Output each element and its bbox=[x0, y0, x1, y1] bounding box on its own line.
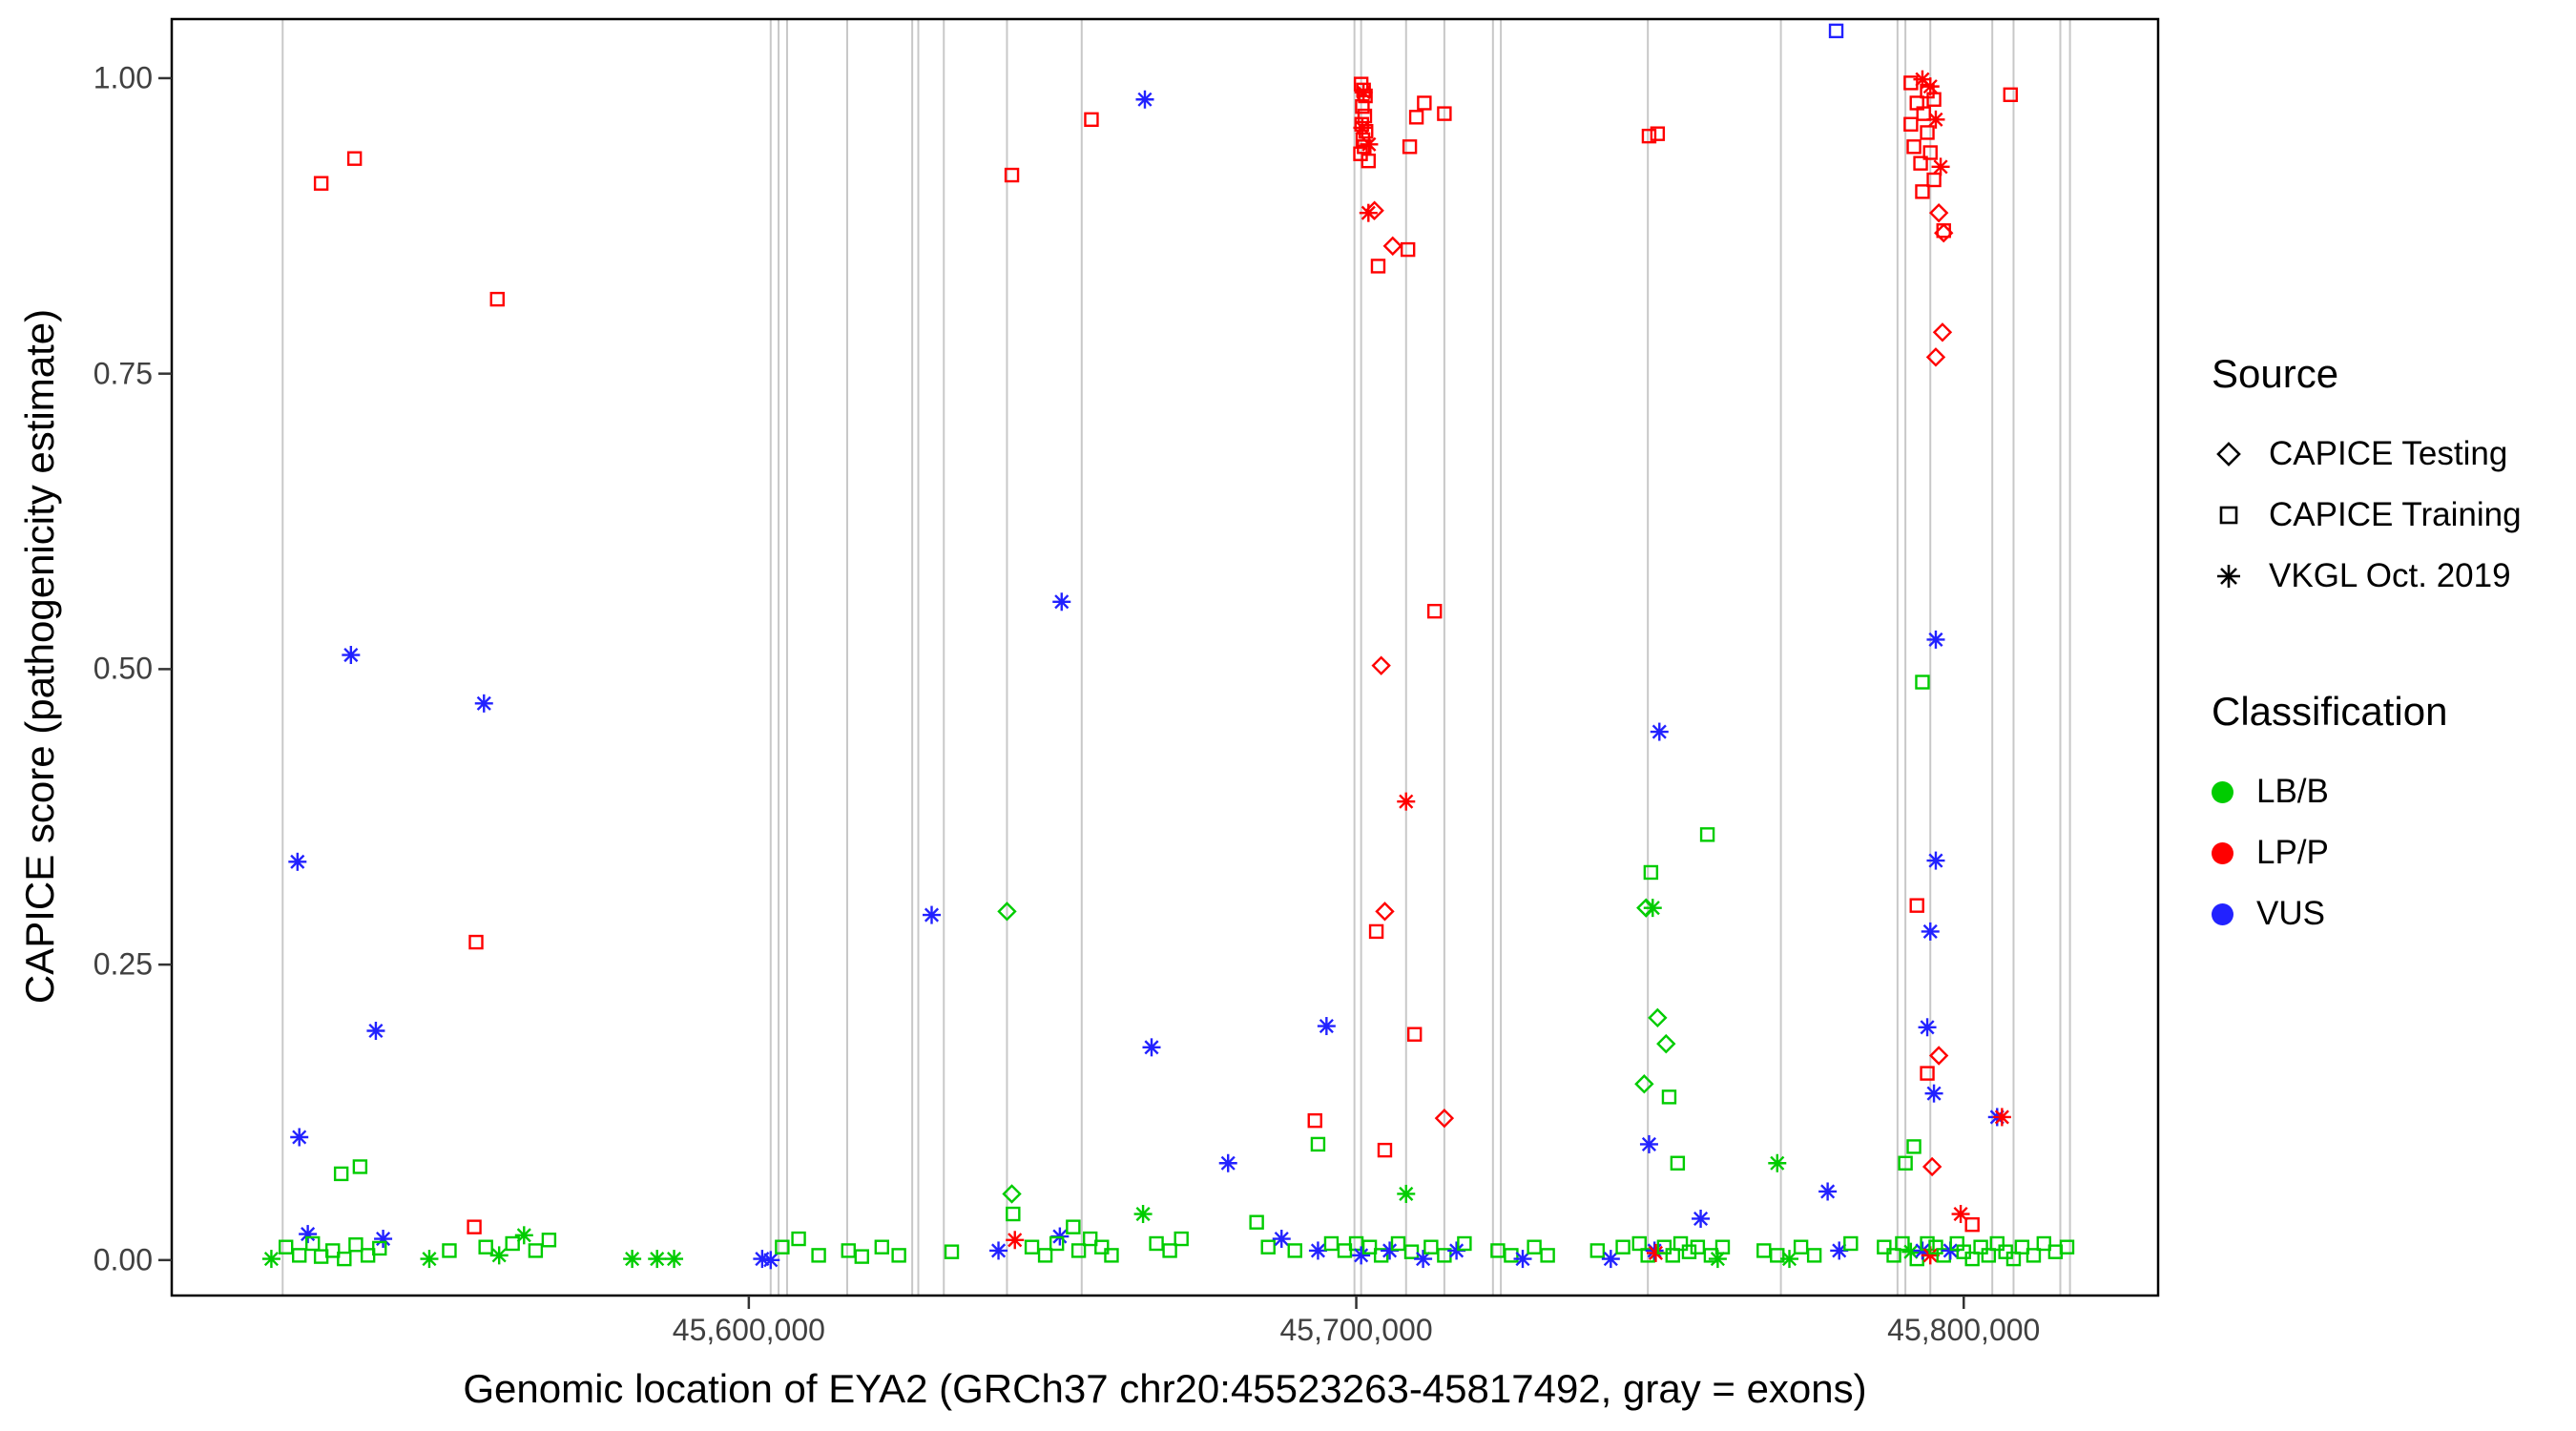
x-tick-label: 45,600,000 bbox=[672, 1313, 825, 1347]
legend-item-vus: VUS bbox=[2212, 883, 2522, 944]
legend-item-label: CAPICE Training bbox=[2269, 496, 2522, 533]
y-tick-label: 0.50 bbox=[93, 651, 153, 686]
legend-gap bbox=[2212, 607, 2522, 689]
legend-item-label: LP/P bbox=[2256, 834, 2329, 871]
y-axis-title: CAPICE score (pathogenicity estimate) bbox=[17, 308, 62, 1005]
x-axis-title: Genomic location of EYA2 (GRCh37 chr20:4… bbox=[463, 1366, 1867, 1411]
legend: Source CAPICE Testing CAPICE Training bbox=[2212, 351, 2522, 944]
diamond-icon bbox=[2216, 442, 2241, 467]
y-tick-label: 0.25 bbox=[93, 946, 153, 982]
legend-item-capice-training: CAPICE Training bbox=[2212, 485, 2522, 546]
legend-classification-title: Classification bbox=[2212, 689, 2448, 734]
legend-item-lpp: LP/P bbox=[2212, 822, 2522, 883]
vus-color-dot-icon bbox=[2212, 902, 2233, 925]
lbb-color-dot-icon bbox=[2212, 780, 2233, 803]
y-tick-label: 1.00 bbox=[93, 60, 153, 95]
legend-item-label: VUS bbox=[2256, 895, 2325, 932]
legend-item-vkgl: VKGL Oct. 2019 bbox=[2212, 546, 2522, 607]
legend-source-title: Source bbox=[2212, 351, 2339, 396]
legend-item-label: CAPICE Testing bbox=[2269, 435, 2508, 472]
y-tick-label: 0.00 bbox=[93, 1242, 153, 1277]
legend-item-label: LB/B bbox=[2256, 773, 2329, 810]
legend-item-label: VKGL Oct. 2019 bbox=[2269, 557, 2511, 594]
legend-item-capice-testing: CAPICE Testing bbox=[2212, 424, 2522, 485]
square-icon bbox=[2219, 506, 2238, 525]
x-tick-label: 45,800,000 bbox=[1887, 1313, 2041, 1347]
y-tick-label: 0.75 bbox=[93, 356, 153, 391]
lpp-color-dot-icon bbox=[2212, 841, 2233, 864]
x-tick-label: 45,700,000 bbox=[1279, 1313, 1433, 1347]
asterisk-icon bbox=[2217, 565, 2240, 588]
legend-item-lbb: LB/B bbox=[2212, 761, 2522, 822]
